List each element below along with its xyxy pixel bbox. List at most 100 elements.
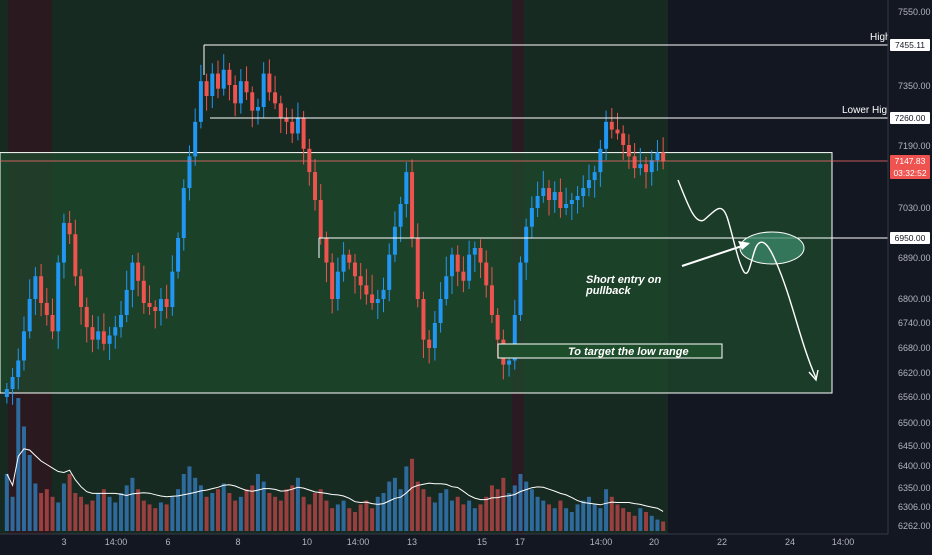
candle-body	[33, 276, 38, 299]
candle-body	[170, 271, 175, 307]
candle-body	[10, 377, 15, 389]
time-tick-label: 20	[649, 537, 659, 547]
price-tick-label: 6350.00	[898, 483, 931, 493]
volume-moving-average	[6, 448, 664, 512]
candle-body	[524, 226, 529, 263]
candle-body	[193, 121, 198, 157]
price-tick-label: 6560.00	[898, 392, 931, 402]
candle-body	[4, 389, 9, 397]
candle-body	[79, 276, 84, 307]
price-tick-label: 7190.00	[898, 141, 931, 151]
candle-body	[467, 254, 472, 281]
candle-body	[44, 303, 49, 315]
volume-bar	[512, 485, 517, 531]
candle-body	[609, 121, 614, 130]
volume-bar	[569, 512, 574, 531]
candle-body	[187, 156, 192, 189]
candle-body	[472, 248, 477, 255]
volume-bar	[535, 496, 540, 531]
candle-body	[101, 331, 106, 344]
volume-bar	[581, 500, 586, 531]
volume-bar	[558, 500, 563, 531]
volume-bar	[644, 512, 649, 531]
volume-bar	[564, 508, 569, 531]
time-tick-label: 13	[407, 537, 417, 547]
candle-body	[592, 172, 597, 181]
candle-body	[358, 276, 363, 286]
candle-body	[278, 103, 283, 118]
volume-bar	[141, 500, 146, 531]
candle-body	[61, 223, 66, 263]
candle-body	[455, 254, 460, 272]
candle-body	[96, 331, 101, 340]
pullback-zone[interactable]	[739, 231, 805, 265]
candle-body	[604, 121, 609, 149]
time-tick-label: 15	[477, 537, 487, 547]
volume-bar	[164, 504, 169, 531]
volume-bar	[352, 512, 357, 531]
volume-bar	[21, 426, 26, 531]
volume-bar	[61, 483, 66, 531]
target-box[interactable]	[497, 343, 723, 359]
candle-body	[547, 188, 552, 201]
volume-bar	[233, 500, 238, 531]
candle-body	[381, 289, 386, 299]
volume-bar	[27, 455, 32, 531]
volume-bar	[221, 483, 226, 531]
candle-body	[16, 360, 21, 377]
volume-bar	[484, 496, 489, 531]
volume-bar	[67, 474, 72, 531]
price-tick-label: 6740.00	[898, 318, 931, 328]
candle-body	[335, 271, 340, 299]
volume-bar	[518, 474, 523, 531]
candle-body	[221, 69, 226, 89]
lower-high-price-tag: 7260.00	[890, 112, 930, 124]
volume-bar	[278, 500, 283, 531]
price-tick-label: 6800.00	[898, 294, 931, 304]
candle-body	[655, 152, 660, 161]
volume-bar	[381, 493, 386, 531]
volume-bar	[136, 489, 141, 531]
volume-bar	[547, 504, 552, 531]
volume-bar	[101, 489, 106, 531]
lower-high-label: Lower High	[842, 105, 893, 116]
volume-bar	[4, 474, 9, 531]
candle-body	[575, 196, 580, 201]
candle-body	[181, 188, 186, 238]
volume-bar	[347, 508, 352, 531]
price-tick-label: 6500.00	[898, 418, 931, 428]
price-axis-background	[888, 0, 932, 534]
candle-body	[158, 299, 163, 311]
volume-bar	[541, 500, 546, 531]
volume-bar	[524, 481, 529, 531]
high-label: High	[870, 32, 891, 43]
volume-bar	[598, 508, 603, 531]
candle-body	[267, 73, 272, 93]
candle-body	[227, 69, 232, 85]
volume-bar	[324, 500, 329, 531]
volume-bar	[181, 474, 186, 531]
candle-body	[244, 81, 249, 93]
volume-bar	[415, 481, 420, 531]
volume-bar	[318, 489, 323, 531]
price-tick-label: 7350.00	[898, 81, 931, 91]
price-tick-label: 6400.00	[898, 461, 931, 471]
candle-body	[250, 92, 255, 111]
time-tick-label: 14:00	[590, 537, 613, 547]
volume-bar	[210, 493, 215, 531]
volume-bar	[273, 496, 278, 531]
volume-bar	[255, 474, 260, 531]
volume-bar	[501, 477, 506, 531]
volume-bar	[113, 502, 118, 531]
candle-body	[444, 276, 449, 299]
candle-body	[198, 81, 203, 122]
candle-body	[432, 323, 437, 348]
price-tick-label: 7550.00	[898, 7, 931, 17]
candle-body	[307, 148, 312, 173]
candle-body	[238, 81, 243, 104]
time-tick-label: 24	[785, 537, 795, 547]
candle-body	[438, 299, 443, 323]
candle-body	[107, 335, 112, 344]
time-tick-label: 14:00	[347, 537, 370, 547]
